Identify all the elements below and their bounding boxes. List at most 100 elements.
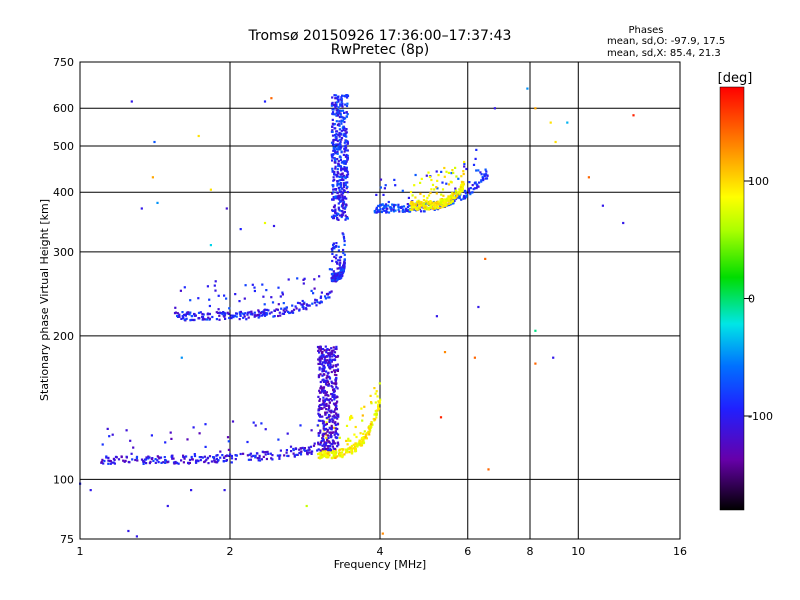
echo-point: [109, 460, 112, 463]
echo-point: [340, 200, 343, 203]
echo-point: [323, 349, 326, 352]
echo-point: [336, 363, 339, 366]
echo-point: [332, 346, 335, 349]
echo-point: [330, 347, 333, 350]
echo-point: [336, 417, 339, 420]
echo-point: [338, 452, 341, 455]
echo-point: [384, 205, 388, 208]
echo-point: [359, 432, 362, 435]
echo-point: [203, 318, 206, 321]
echo-point: [447, 183, 451, 186]
echo-point: [322, 443, 325, 446]
echo-point: [263, 100, 267, 103]
echo-point: [344, 184, 347, 187]
echo-point: [435, 315, 438, 318]
echo-point: [328, 407, 331, 410]
echo-point: [363, 430, 366, 433]
echo-point: [323, 451, 326, 454]
echo-point: [320, 357, 323, 360]
echo-point: [302, 282, 305, 285]
echo-point: [566, 121, 569, 124]
echo-point: [460, 180, 464, 184]
echo-point: [457, 177, 460, 180]
echo-point: [325, 402, 328, 406]
echo-point: [336, 422, 339, 425]
echo-point: [335, 148, 338, 151]
echo-point: [103, 459, 106, 463]
echo-point: [353, 433, 356, 436]
echo-point: [452, 196, 455, 200]
echo-point: [199, 459, 202, 462]
echo-point: [344, 95, 347, 98]
echo-point: [273, 309, 276, 312]
echo-point: [340, 98, 343, 101]
echo-point: [248, 311, 251, 314]
echo-point: [232, 315, 235, 318]
echo-point: [333, 157, 336, 160]
echo-point: [152, 459, 155, 462]
echo-point: [290, 310, 294, 313]
echo-point: [336, 150, 339, 154]
echo-point: [337, 206, 340, 209]
echo-point: [150, 434, 153, 437]
echo-point: [330, 370, 333, 374]
echo-point: [158, 457, 161, 460]
echo-point: [258, 315, 261, 318]
echo-point: [328, 353, 331, 356]
echo-point: [241, 312, 244, 315]
echo-point: [344, 181, 347, 184]
echo-point: [392, 208, 395, 211]
echo-point: [336, 192, 339, 195]
echo-point: [439, 202, 443, 205]
echo-point: [336, 436, 339, 439]
echo-point: [325, 433, 328, 436]
echo-point: [420, 177, 423, 180]
echo-point: [464, 190, 467, 193]
echo-point: [485, 170, 488, 173]
echo-point: [190, 455, 193, 459]
echo-point: [468, 181, 471, 184]
echo-point: [331, 276, 334, 279]
echo-point: [287, 278, 290, 281]
echo-point: [344, 205, 347, 208]
echo-point: [454, 166, 457, 169]
echo-point: [222, 460, 225, 463]
echo-point: [325, 370, 328, 373]
echo-point: [329, 433, 332, 436]
echo-point: [239, 313, 242, 316]
echo-point: [377, 405, 380, 408]
echo-point: [334, 423, 337, 427]
echo-point: [364, 433, 367, 436]
echo-point: [341, 187, 344, 190]
echo-point: [323, 447, 326, 450]
echo-point: [349, 446, 352, 449]
echo-point: [336, 218, 339, 221]
echo-point: [352, 443, 355, 446]
echo-point: [397, 208, 400, 211]
echo-point: [328, 420, 331, 423]
echo-point: [279, 314, 282, 317]
echo-point: [337, 164, 340, 168]
echo-point: [336, 400, 339, 403]
tick-labels: 1 2 4 6 8 10 16 75 100 200 300 400 500 600 750: [53, 56, 687, 558]
echo-point: [346, 113, 349, 116]
echo-point: [331, 456, 334, 459]
echo-point: [111, 461, 114, 464]
echo-point: [436, 179, 439, 182]
echo-point: [282, 309, 285, 312]
echo-point: [324, 452, 327, 455]
echo-point: [336, 445, 339, 448]
echo-point: [454, 196, 458, 199]
echo-point: [433, 204, 436, 207]
echo-point: [410, 203, 413, 206]
echo-point: [246, 313, 249, 316]
echo-point: [127, 460, 130, 464]
echo-point: [316, 449, 319, 452]
echo-point: [340, 96, 343, 99]
echo-point: [338, 256, 341, 259]
echo-point: [147, 455, 150, 458]
x-tick-label: 8: [527, 545, 534, 558]
echo-point: [322, 437, 325, 440]
echo-point: [160, 461, 163, 464]
